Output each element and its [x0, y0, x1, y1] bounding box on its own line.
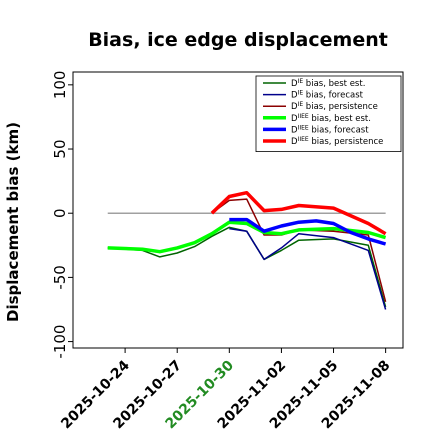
- legend-box: [255, 75, 402, 152]
- plot-area: [72, 71, 404, 349]
- legend-label: DIE bias, best est.: [291, 78, 365, 89]
- y-axis-label: Displacement bias (km): [4, 122, 22, 322]
- chart-title: Bias, ice edge displacement: [88, 29, 388, 51]
- series-line-4: [107, 220, 387, 254]
- legend-label: DIE bias, persistence: [291, 101, 378, 112]
- series-layer: [107, 190, 387, 310]
- y-tick-label: -50: [51, 265, 69, 290]
- legend-label: DIIEE bias, forecast: [291, 124, 369, 135]
- legend: DIE bias, best est.DIE bias, forecastDIE…: [255, 75, 402, 152]
- y-tick-label: 50: [51, 139, 69, 158]
- series-line-3: [211, 198, 387, 302]
- y-tick-label: 100: [51, 71, 69, 100]
- series-line-1: [107, 226, 387, 308]
- plot-frame: [72, 71, 404, 349]
- series-line-5: [229, 217, 387, 246]
- legend-label: DIIEE bias, persistence: [291, 136, 383, 147]
- y-axis-ticks: -100 -50 0 50 100: [51, 71, 73, 359]
- y-tick-label: -100: [51, 325, 69, 359]
- legend-label: DIE bias, forecast: [291, 90, 364, 101]
- legend-label: DIIEE bias, best est.: [291, 113, 371, 124]
- series-line-2: [229, 227, 387, 310]
- series-line-6: [210, 190, 387, 236]
- x-axis-ticks: 2025-10-242025-10-272025-10-302025-11-02…: [58, 348, 393, 432]
- y-tick-label: 0: [51, 208, 69, 218]
